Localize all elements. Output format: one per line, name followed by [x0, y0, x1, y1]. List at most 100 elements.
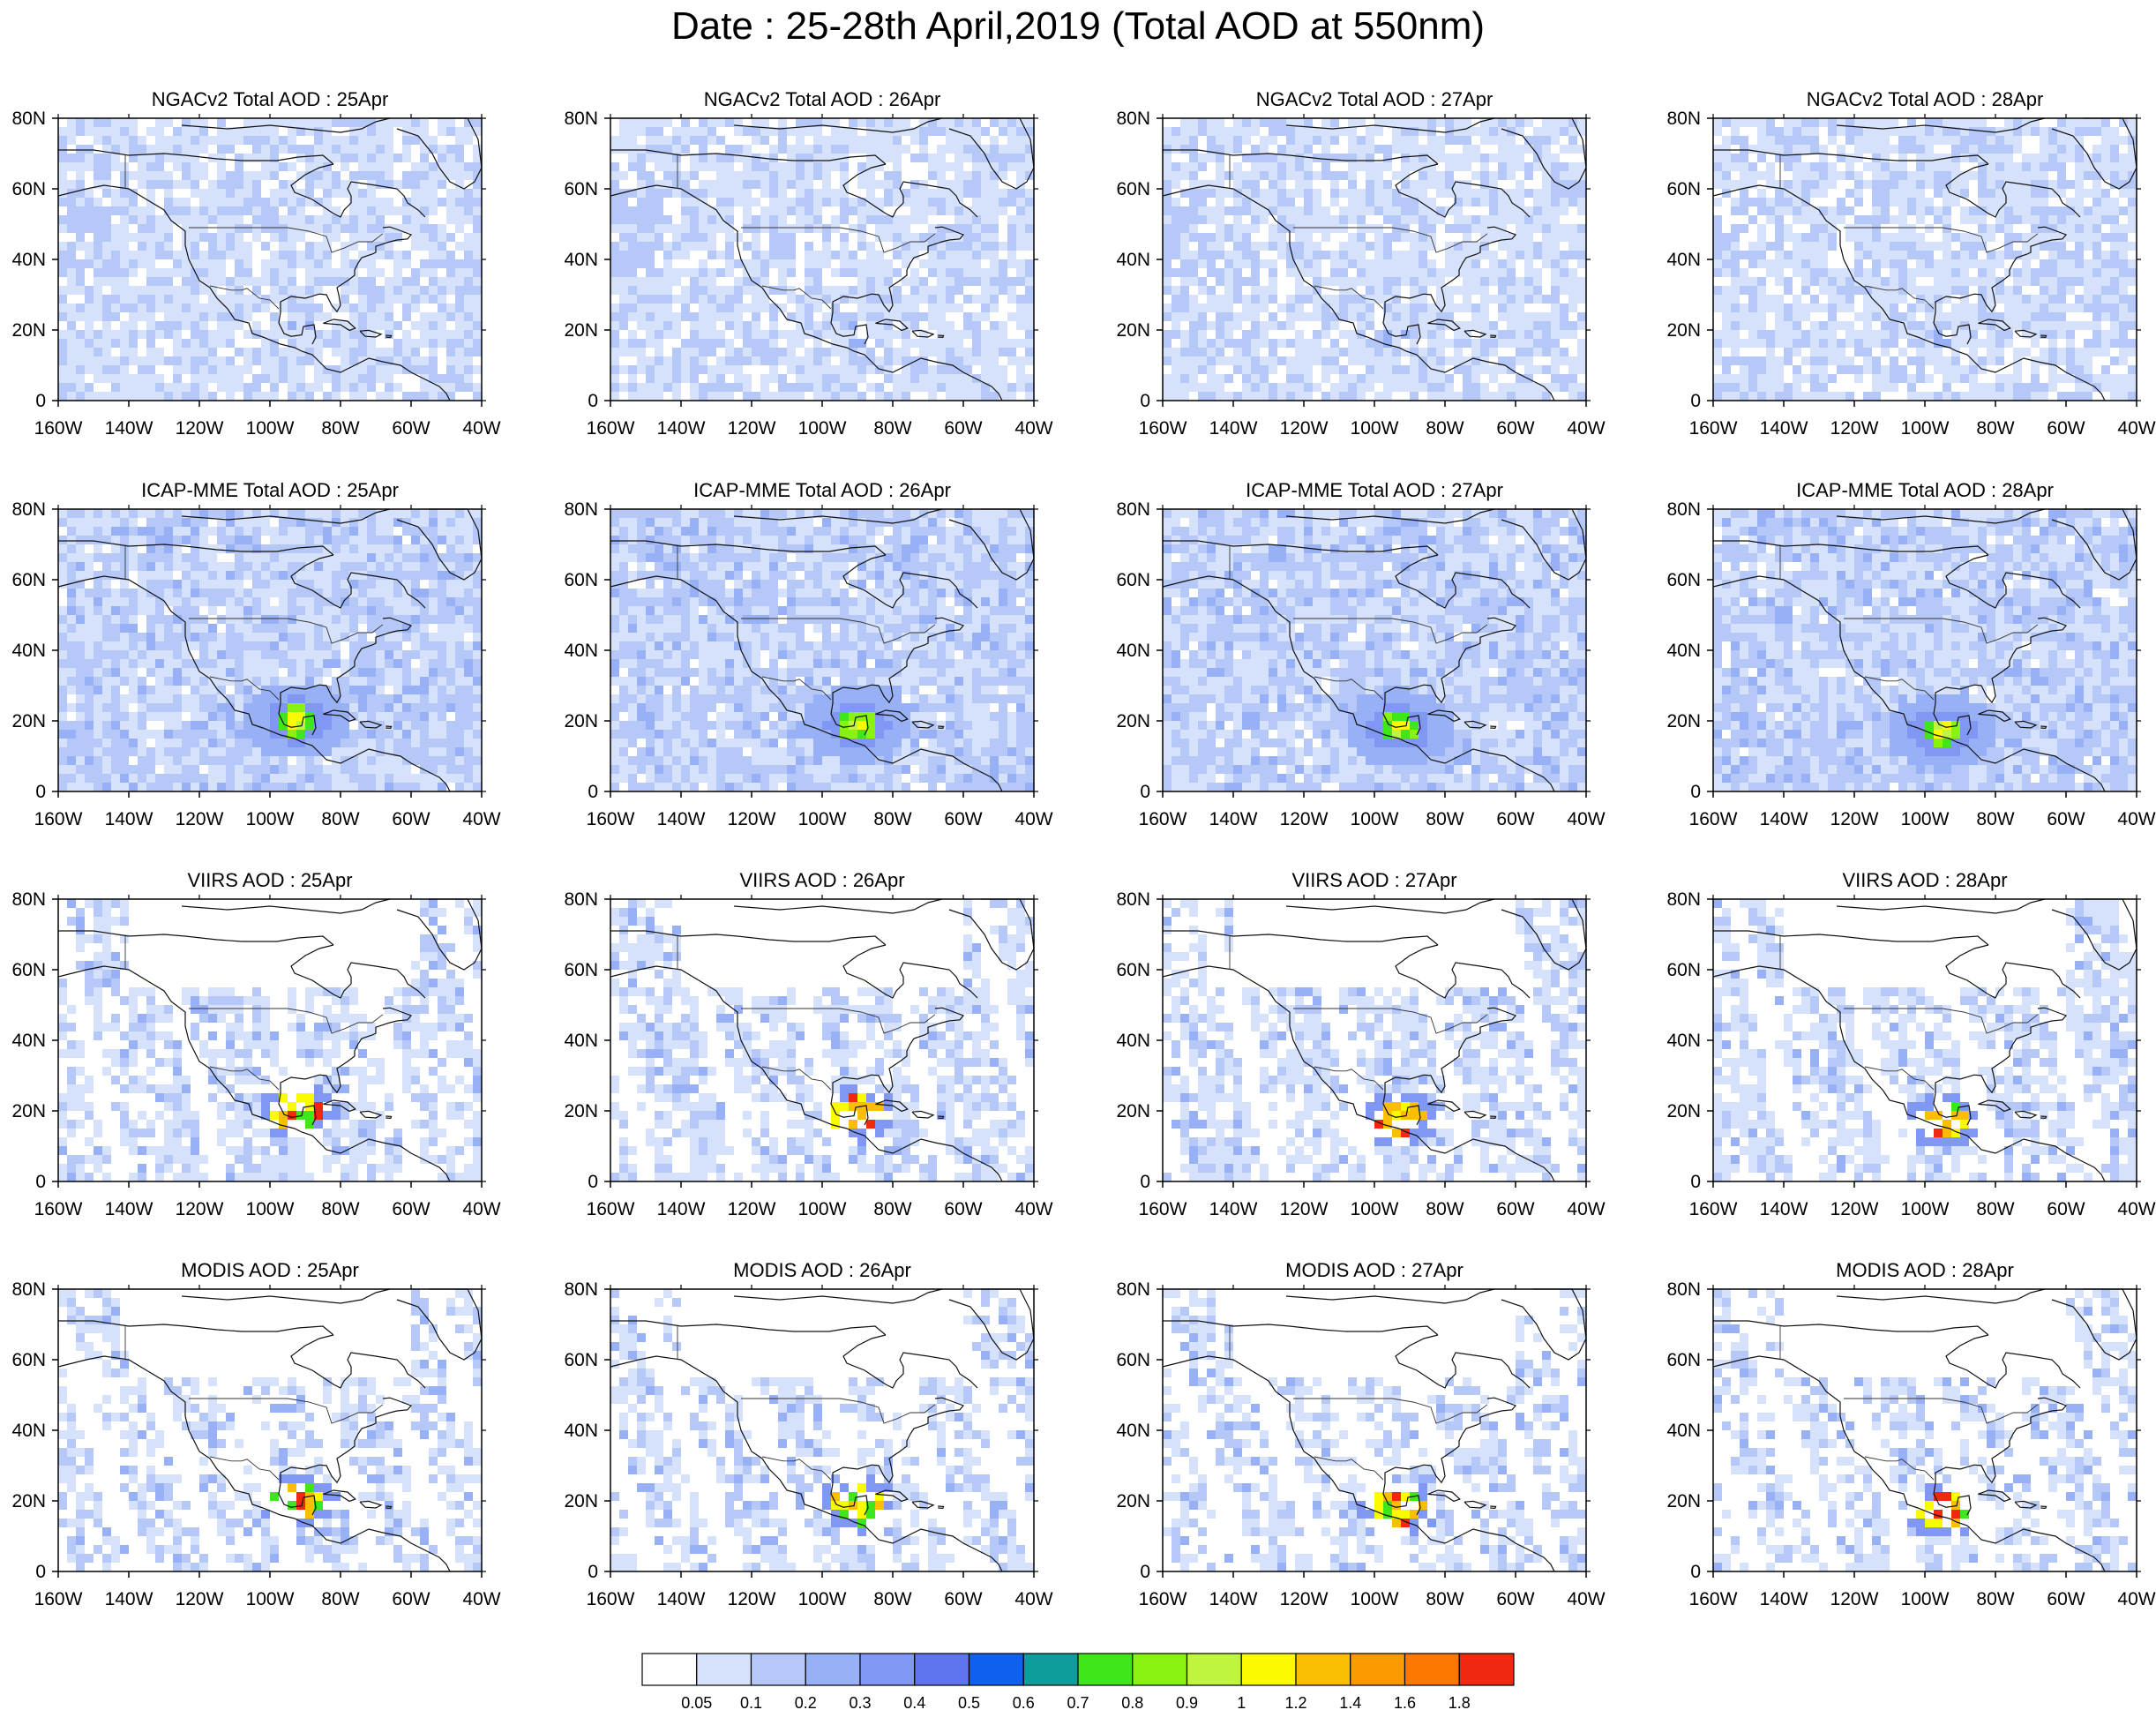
colorbar-swatch: [1458, 1653, 1515, 1686]
x-tick-label: 100W: [246, 1589, 295, 1609]
map-panel-r1-c1: NGACv2 Total AOD : 25Apr 160W 140W 120W 100W…: [11, 88, 500, 439]
x-tick-label: 140W: [657, 1589, 706, 1609]
colorbar-label: 1.8: [1449, 1694, 1471, 1710]
aod-field: [1713, 118, 2137, 401]
panel-title: ICAP-MME Total AOD : 27Apr: [1246, 479, 1503, 501]
aod-field: [1163, 509, 1586, 791]
x-tick-label: 80W: [321, 809, 359, 829]
y-tick-label: 20N: [564, 1491, 598, 1511]
panel-title: VIIRS AOD : 27Apr: [1291, 869, 1456, 891]
x-tick-label: 160W: [34, 1589, 83, 1609]
colorbar-swatch: [1132, 1653, 1188, 1686]
x-tick-label: 40W: [462, 418, 500, 439]
x-tick-label: 140W: [105, 1199, 153, 1219]
colorbar-swatch: [914, 1653, 970, 1686]
y-tick-label: 20N: [1116, 320, 1150, 341]
x-tick-label: 60W: [944, 809, 982, 829]
panel-title: ICAP-MME Total AOD : 28Apr: [1796, 479, 2054, 501]
x-tick-label: 40W: [462, 809, 500, 829]
colorbar-label: 0.8: [1121, 1694, 1143, 1710]
panel-title: NGACv2 Total AOD : 28Apr: [1807, 88, 2044, 110]
x-tick-label: 140W: [105, 418, 153, 439]
y-tick-label: 80N: [1666, 109, 1701, 129]
y-tick-label: 0: [35, 1562, 46, 1582]
x-tick-label: 120W: [1830, 1589, 1879, 1609]
coastline: [1162, 898, 1587, 1182]
colorbar-label: 1.4: [1339, 1694, 1361, 1710]
map-panel-r2-c2: ICAP-MME Total AOD : 26Apr 160W 140W 120W 10…: [564, 479, 1052, 829]
x-tick-label: 80W: [321, 418, 359, 439]
x-tick-label: 40W: [1567, 418, 1605, 439]
coastline: [610, 508, 1035, 792]
x-tick-label: 160W: [587, 1589, 635, 1609]
x-tick-label: 100W: [798, 418, 847, 439]
x-tick-label: 60W: [392, 1589, 430, 1609]
y-tick-label: 0: [35, 391, 46, 411]
y-tick-label: 0: [588, 782, 598, 802]
y-tick-label: 40N: [1116, 1421, 1150, 1441]
colorbar-label: 1.6: [1394, 1694, 1416, 1710]
colorbar-label: 0.4: [903, 1694, 925, 1710]
x-tick-label: 160W: [34, 809, 83, 829]
x-tick-label: 100W: [1901, 418, 1950, 439]
x-tick-label: 60W: [1496, 1199, 1534, 1219]
map-panel-r1-c4: NGACv2 Total AOD : 28Apr 160W 140W 120W 100W…: [1666, 88, 2155, 439]
country-border: [1229, 935, 1488, 1091]
x-tick-label: 100W: [1901, 1199, 1950, 1219]
x-tick-label: 60W: [944, 1199, 982, 1219]
x-tick-label: 40W: [1567, 1589, 1605, 1609]
y-tick-label: 60N: [1666, 960, 1701, 980]
y-tick-label: 40N: [1116, 250, 1150, 270]
x-tick-label: 100W: [246, 809, 295, 829]
figure-title: Date : 25-28th April,2019 (Total AOD at …: [670, 4, 1486, 48]
colorbar-swatch: [1186, 1653, 1242, 1686]
colorbar-label: 0.9: [1176, 1694, 1198, 1710]
y-tick-label: 60N: [1666, 1350, 1701, 1370]
y-tick-label: 0: [588, 391, 598, 411]
y-tick-label: 20N: [564, 711, 598, 731]
x-tick-label: 100W: [246, 418, 295, 439]
y-tick-label: 20N: [1116, 1101, 1150, 1121]
panel-title: NGACv2 Total AOD : 25Apr: [152, 88, 389, 110]
y-tick-label: 40N: [1666, 641, 1701, 661]
y-tick-label: 40N: [564, 1421, 598, 1441]
x-tick-label: 80W: [873, 418, 911, 439]
colorbar-swatch: [859, 1653, 916, 1686]
colorbar-swatch: [1350, 1653, 1406, 1686]
x-tick-label: 120W: [728, 1199, 776, 1219]
country-border: [124, 1325, 384, 1481]
y-tick-label: 80N: [1666, 1279, 1701, 1300]
x-tick-label: 140W: [1760, 1199, 1808, 1219]
x-tick-label: 40W: [1014, 809, 1052, 829]
coastline: [57, 1288, 483, 1572]
y-tick-label: 40N: [11, 641, 46, 661]
y-tick-label: 40N: [1666, 1421, 1701, 1441]
x-tick-label: 140W: [1760, 1589, 1808, 1609]
country-border: [124, 154, 384, 310]
panel-title: NGACv2 Total AOD : 26Apr: [704, 88, 941, 110]
x-tick-label: 100W: [246, 1199, 295, 1219]
x-tick-label: 40W: [2117, 809, 2155, 829]
x-tick-label: 40W: [1014, 418, 1052, 439]
coastline: [610, 898, 1035, 1182]
y-tick-label: 40N: [1666, 1031, 1701, 1051]
x-tick-label: 160W: [587, 809, 635, 829]
y-tick-label: 40N: [564, 641, 598, 661]
y-tick-label: 20N: [11, 1101, 46, 1121]
x-tick-label: 140W: [1209, 1589, 1258, 1609]
x-tick-label: 80W: [1426, 1199, 1464, 1219]
y-tick-label: 60N: [1116, 570, 1150, 590]
y-tick-label: 80N: [11, 1279, 46, 1300]
country-border: [677, 1325, 936, 1481]
y-tick-label: 40N: [564, 1031, 598, 1051]
x-tick-label: 160W: [1689, 809, 1738, 829]
x-tick-label: 60W: [944, 418, 982, 439]
y-tick-label: 40N: [11, 1421, 46, 1441]
x-tick-label: 100W: [1351, 1589, 1399, 1609]
aod-field: [1713, 1289, 2137, 1571]
y-tick-label: 0: [35, 1172, 46, 1192]
x-tick-label: 60W: [1496, 809, 1534, 829]
country-border: [124, 545, 384, 701]
panel-title: ICAP-MME Total AOD : 26Apr: [693, 479, 951, 501]
x-tick-label: 40W: [1567, 809, 1605, 829]
